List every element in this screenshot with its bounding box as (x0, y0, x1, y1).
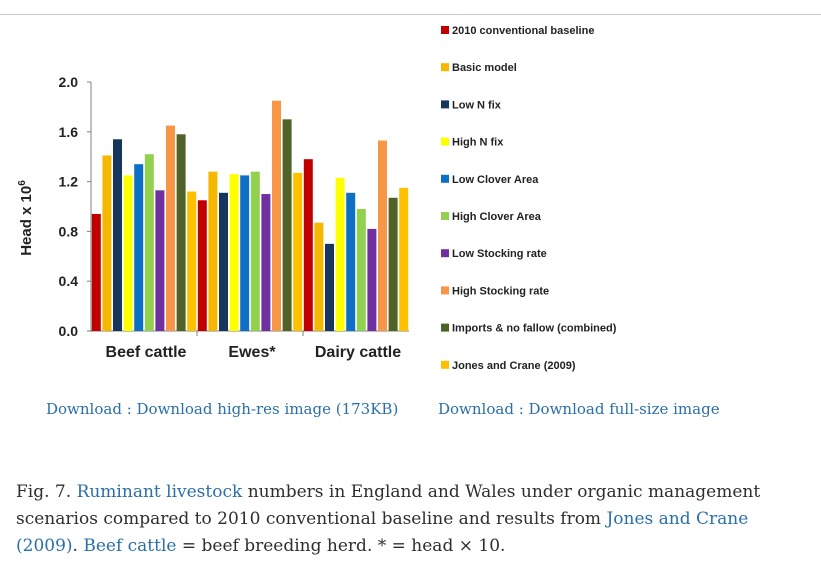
bar (102, 155, 112, 331)
legend-swatch (441, 323, 449, 332)
legend-label: Low N fix (452, 99, 502, 111)
caption-link-jones-crane[interactable]: Jones and Crane (2009) (16, 509, 749, 556)
legend-label: Basic model (452, 62, 517, 74)
legend-label: High Clover Area (452, 211, 542, 223)
legend-swatch (441, 174, 449, 183)
legend-label: Low Stocking rate (452, 248, 547, 260)
bar (134, 164, 144, 331)
bar (113, 139, 122, 331)
legend-label: High N fix (452, 137, 504, 149)
bar (144, 154, 154, 331)
bar (303, 159, 313, 331)
bar (208, 171, 218, 331)
legend-swatch (441, 249, 449, 258)
legend-swatch (441, 286, 449, 295)
bar (187, 191, 197, 331)
legend-swatch (441, 137, 449, 146)
bar-chart: 0.0 0.4 0.8 1.2 1.6 2.0 Head x 106 Beef cattle E… (17, 25, 617, 372)
legend-swatch (441, 360, 449, 369)
caption-link-beef-cattle[interactable]: Beef cattle (83, 536, 177, 556)
bar (166, 125, 175, 331)
y-tick-label: 0.4 (59, 273, 79, 289)
y-axis-label: Head x 106 (17, 180, 35, 256)
bar (388, 197, 398, 331)
bar (356, 208, 366, 331)
legend-label: Low Clover Area (452, 174, 539, 186)
y-tick-label: 2.0 (59, 74, 79, 90)
bar (272, 100, 281, 331)
top-divider (0, 14, 821, 15)
bar (399, 187, 409, 331)
legend-label: 2010 conventional baseline (452, 25, 594, 37)
bar (282, 119, 292, 331)
bar (378, 140, 387, 331)
caption-link-ruminant-livestock[interactable]: Ruminant livestock (76, 482, 243, 502)
caption-text-2: . (72, 536, 78, 556)
bar (346, 192, 356, 331)
bar (261, 194, 271, 331)
caption-text-1: numbers in England and Wales under organ… (16, 482, 761, 529)
legend-swatch (441, 63, 449, 72)
bar (91, 213, 101, 331)
bar (250, 171, 260, 331)
x-category-label: Ewes* (228, 344, 276, 361)
download-highres-link[interactable]: Download : Download high-res image (173K… (46, 400, 399, 418)
legend-label: Jones and Crane (2009) (452, 360, 576, 372)
bar (240, 175, 250, 331)
caption-prefix: Fig. 7. (16, 482, 72, 502)
x-category-label: Beef cattle (106, 344, 187, 361)
figure-caption: Fig. 7. Ruminant livestock numbers in En… (16, 479, 806, 560)
legend-swatch (441, 26, 449, 34)
x-category-label: Dairy cattle (315, 344, 401, 361)
legend-label: Imports & no fallow (combined) (452, 323, 617, 335)
caption-text-3: = beef breeding herd. * = head × 10. (181, 536, 506, 556)
bar (155, 190, 165, 331)
bar (229, 174, 239, 331)
bar (335, 177, 345, 331)
y-tick-label: 1.6 (59, 124, 79, 140)
bar (293, 172, 303, 331)
bar (325, 243, 334, 331)
bar (219, 192, 228, 331)
bar (367, 228, 377, 331)
bar (314, 222, 324, 331)
legend-swatch (441, 100, 449, 109)
y-tick-label: 0.0 (59, 323, 79, 339)
bar (123, 175, 133, 331)
download-fullsize-link[interactable]: Download : Download full-size image (438, 400, 720, 418)
y-tick-label: 0.8 (59, 223, 79, 239)
bar (176, 134, 186, 331)
bar (197, 200, 207, 331)
legend-swatch (441, 212, 449, 220)
y-tick-label: 1.2 (59, 174, 79, 190)
legend-label: High Stocking rate (452, 285, 549, 297)
